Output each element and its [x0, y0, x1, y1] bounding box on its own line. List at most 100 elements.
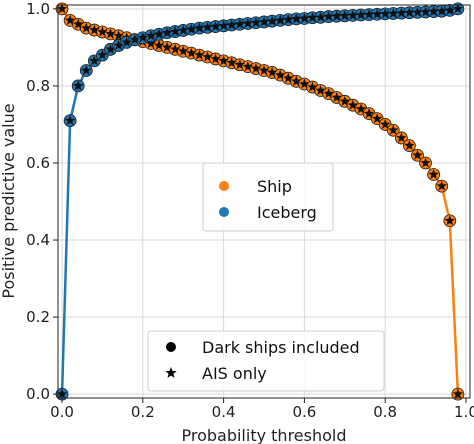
y-tick-label: 1.0	[26, 0, 50, 18]
iceberg-ais-point	[226, 19, 237, 30]
iceberg-ais-point	[291, 13, 302, 24]
iceberg-ais-point	[274, 14, 286, 25]
ship-ais-point	[331, 91, 342, 102]
ship-ais-point	[283, 72, 294, 83]
ship-ais-point	[404, 140, 415, 151]
ship-ais-point	[363, 108, 375, 119]
iceberg-ais-point	[56, 388, 68, 399]
ship-ais-point	[315, 85, 326, 95]
x-tick-label: 0.8	[373, 403, 397, 421]
y-tick-label: 0.6	[26, 154, 50, 172]
iceberg-ais-point	[266, 15, 278, 26]
iceberg-ais-point	[452, 3, 464, 14]
x-tick-label: 0.0	[50, 403, 74, 421]
dark-ships-legend-label: Dark ships included	[202, 338, 360, 357]
iceberg-ais-point	[404, 7, 415, 18]
iceberg-ais-point	[379, 8, 391, 19]
y-tick-label: 0.4	[26, 231, 50, 249]
series-ship	[55, 2, 465, 401]
marker-legend-box	[147, 330, 385, 392]
iceberg-ais-point	[64, 115, 76, 126]
ship-ais-point	[64, 14, 76, 25]
iceberg-ais-point	[428, 6, 439, 16]
ship-ais-point	[97, 26, 108, 37]
iceberg-ais-point	[339, 10, 351, 21]
ship-ais-point	[250, 63, 262, 74]
dark-ships-legend-marker	[166, 342, 176, 352]
iceberg-ais-point	[412, 6, 423, 17]
class-legend: Ship Iceberg	[202, 162, 334, 232]
ship-ais-point	[202, 51, 213, 62]
iceberg-ais-point	[299, 12, 310, 23]
ship-ais-point	[234, 59, 245, 70]
ship-ais-point	[177, 45, 189, 56]
iceberg-ais-point	[315, 11, 326, 22]
iceberg-ais-point	[347, 9, 359, 20]
iceberg-ais-point	[396, 7, 407, 18]
iceberg-ais-point	[121, 36, 132, 47]
iceberg-ais-point	[97, 49, 108, 60]
ship-ais-point	[161, 41, 173, 52]
x-axis-label: Probability threshold	[181, 426, 346, 444]
x-tick-label: 0.2	[131, 403, 155, 421]
iceberg-ais-point	[194, 22, 205, 33]
ais-only-legend-label: AIS only	[202, 364, 267, 383]
ship-ais-point	[412, 149, 423, 160]
iceberg-ais-point	[258, 16, 270, 27]
iceberg-ais-point	[105, 43, 116, 54]
y-tick-label: 0.0	[26, 385, 50, 403]
iceberg-ais-point	[169, 26, 181, 37]
ship-ais-point	[388, 124, 399, 135]
ship-ais-point	[371, 113, 383, 124]
iceberg-ais-point	[129, 34, 140, 45]
x-tick-label: 1.0	[454, 403, 474, 421]
series-iceberg	[55, 2, 465, 401]
iceberg-ais-point	[242, 17, 254, 28]
iceberg-ais-point	[89, 55, 100, 66]
ship-ais-point	[436, 180, 447, 191]
ship-ais-point	[56, 3, 68, 14]
iceberg-ais-point	[161, 27, 173, 38]
ship-legend-marker	[219, 181, 229, 191]
ship-ais-point	[72, 18, 84, 29]
iceberg-ais-point	[436, 5, 447, 16]
iceberg-legend-label: Iceberg	[257, 203, 317, 222]
iceberg-ais-point	[234, 18, 245, 29]
iceberg-ais-point	[210, 21, 221, 32]
ship-ais-point	[266, 66, 278, 77]
ship-ais-point	[258, 65, 270, 75]
iceberg-ais-point	[355, 9, 367, 20]
ship-legend-label: Ship	[257, 177, 292, 196]
iceberg-ais-point	[250, 17, 262, 28]
iceberg-legend-marker	[219, 207, 229, 217]
ship-ais-point	[105, 28, 116, 39]
iceberg-ais-point	[145, 30, 157, 41]
iceberg-ais-point	[420, 6, 431, 17]
plot-frame	[57, 4, 471, 399]
ship-ais-point	[242, 61, 254, 72]
iceberg-ais-point	[153, 28, 165, 39]
y-tick-label: 0.2	[26, 308, 50, 326]
ship-ais-point	[428, 169, 439, 179]
ship-ais-point	[307, 81, 318, 92]
iceberg-ais-point	[371, 8, 383, 19]
ship-ais-point	[452, 388, 464, 399]
ship-ais-point	[291, 75, 302, 86]
ship-ais-point	[299, 78, 310, 89]
iceberg-ais-point	[177, 24, 189, 35]
ship-ais-point	[153, 39, 165, 50]
iceberg-ais-point	[113, 39, 124, 50]
ais-only-legend-marker	[165, 367, 177, 378]
iceberg-ais-point	[202, 21, 213, 32]
ship-ais-point	[169, 43, 181, 54]
series-layer	[55, 2, 465, 401]
iceberg-ais-point	[331, 10, 342, 21]
ship-ais-point	[210, 53, 221, 64]
ship-ais-point	[113, 30, 124, 41]
iceberg-ais-point	[363, 9, 375, 20]
y-axis-label: Positive predictive value	[0, 103, 18, 298]
ship-ais-point	[347, 99, 359, 110]
ship-ais-point	[145, 38, 157, 48]
y-tick-label: 0.8	[26, 77, 50, 95]
